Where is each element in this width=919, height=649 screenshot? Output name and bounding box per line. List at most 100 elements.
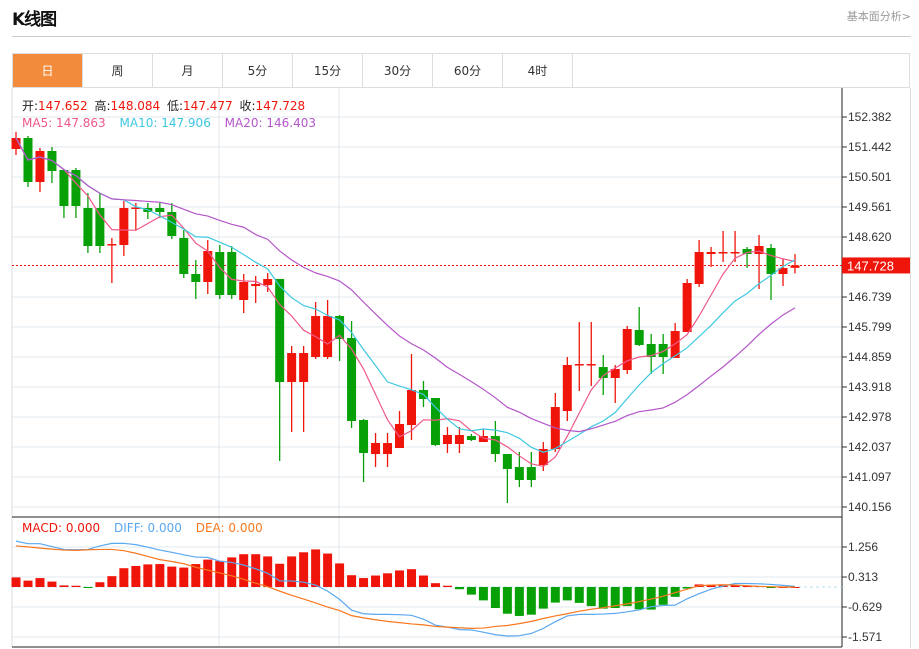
macd-bar bbox=[395, 570, 405, 587]
macd-bar bbox=[347, 575, 357, 587]
candle-body bbox=[574, 364, 584, 366]
candle-body bbox=[107, 244, 117, 246]
candle-body bbox=[478, 436, 488, 443]
macd-bar bbox=[275, 563, 285, 587]
price-tick-label: 150.501 bbox=[848, 170, 892, 184]
macd-bar bbox=[299, 552, 309, 587]
candle-body bbox=[359, 420, 369, 454]
candle bbox=[586, 322, 596, 386]
macd-bar bbox=[287, 556, 297, 587]
macd-bar bbox=[383, 573, 393, 587]
candle-body bbox=[35, 151, 45, 183]
candle bbox=[490, 420, 500, 463]
candle bbox=[514, 452, 524, 488]
macd-tick-label: -1.571 bbox=[848, 630, 882, 644]
candle-body bbox=[742, 248, 752, 255]
macd-bar bbox=[179, 567, 189, 587]
macd-bar bbox=[227, 557, 237, 587]
candle-body bbox=[179, 237, 189, 275]
macd-bar bbox=[766, 586, 776, 588]
tab-month[interactable]: 月 bbox=[153, 54, 223, 87]
dea-legend: DEA: 0.000 bbox=[195, 521, 263, 535]
tab-30min[interactable]: 30分 bbox=[363, 54, 433, 87]
candle-body bbox=[658, 343, 668, 358]
tab-4hour[interactable]: 4时 bbox=[503, 54, 573, 87]
tab-day[interactable]: 日 bbox=[13, 54, 83, 87]
macd-info: MACD: 0.000 DIFF: 0.000 DEA: 0.000 bbox=[22, 521, 266, 535]
price-tick-label: 142.978 bbox=[848, 410, 892, 424]
macd-tick-label: 1.256 bbox=[848, 540, 878, 554]
close-value: 147.728 bbox=[255, 99, 306, 113]
candle bbox=[742, 247, 752, 269]
macd-bar bbox=[359, 578, 369, 587]
candle-body bbox=[71, 170, 81, 206]
macd-bar bbox=[478, 586, 488, 601]
high-label: 高: bbox=[94, 99, 111, 113]
macd-bar bbox=[11, 577, 21, 587]
candle-body bbox=[203, 251, 213, 283]
candle-body bbox=[263, 279, 273, 286]
candle-body bbox=[215, 251, 225, 295]
diff-legend: DIFF: 0.000 bbox=[114, 521, 182, 535]
macd-bar bbox=[35, 578, 45, 587]
macd-bar bbox=[143, 564, 153, 587]
candle bbox=[215, 245, 225, 300]
chart-frame bbox=[12, 88, 911, 648]
candle bbox=[275, 279, 285, 462]
ma20-line bbox=[15, 137, 796, 433]
divider bbox=[12, 36, 911, 37]
candle-body bbox=[155, 208, 165, 212]
candle bbox=[107, 237, 117, 284]
candle-body bbox=[682, 283, 692, 333]
ma-info: MA5: 147.863 MA10: 147.906 MA20: 146.403 bbox=[22, 116, 319, 130]
macd-bar bbox=[646, 586, 656, 610]
candle bbox=[502, 454, 512, 504]
macd-bar bbox=[119, 568, 129, 587]
price-tick-label: 152.382 bbox=[848, 110, 892, 124]
tab-60min[interactable]: 60分 bbox=[433, 54, 503, 87]
candle bbox=[766, 243, 776, 301]
macd-bar bbox=[550, 586, 560, 603]
macd-bar bbox=[586, 586, 596, 607]
candle-body bbox=[718, 251, 728, 254]
candle-body bbox=[131, 207, 141, 209]
candle-body bbox=[119, 208, 129, 246]
fundamental-analysis-link[interactable]: 基本面分析> bbox=[846, 10, 911, 23]
candle-body bbox=[442, 435, 452, 444]
candle bbox=[83, 193, 93, 254]
candle bbox=[430, 398, 440, 447]
macd-bar bbox=[203, 559, 213, 587]
macd-bar bbox=[215, 560, 225, 587]
candle bbox=[682, 279, 692, 333]
candle bbox=[718, 231, 728, 263]
candle bbox=[251, 276, 261, 304]
macd-bar bbox=[502, 586, 512, 614]
candle bbox=[131, 203, 141, 231]
candle bbox=[574, 322, 584, 392]
macd-bar bbox=[311, 549, 321, 587]
macd-bar bbox=[263, 556, 273, 587]
candle-body bbox=[239, 282, 249, 301]
candle-body bbox=[562, 365, 572, 412]
candle-body bbox=[778, 268, 788, 275]
candle bbox=[562, 357, 572, 421]
tab-5min[interactable]: 5分 bbox=[223, 54, 293, 87]
last-price-badge bbox=[842, 257, 910, 274]
macd-bar bbox=[610, 586, 620, 608]
macd-bar bbox=[251, 554, 261, 587]
candle bbox=[526, 452, 536, 488]
candle-body bbox=[383, 443, 393, 455]
macd-bar bbox=[634, 586, 644, 610]
candle bbox=[466, 434, 476, 442]
macd-bar bbox=[191, 564, 201, 587]
candle-body bbox=[754, 246, 764, 255]
period-tabs: 日 周 月 5分 15分 30分 60分 4时 bbox=[12, 53, 910, 88]
tab-15min[interactable]: 15分 bbox=[293, 54, 363, 87]
tab-week[interactable]: 周 bbox=[83, 54, 153, 87]
dea-line bbox=[15, 545, 795, 629]
candle bbox=[59, 170, 69, 218]
macd-bar bbox=[562, 586, 572, 601]
price-tick-label: 144.859 bbox=[848, 350, 892, 364]
price-tick-label: 143.918 bbox=[848, 380, 892, 394]
